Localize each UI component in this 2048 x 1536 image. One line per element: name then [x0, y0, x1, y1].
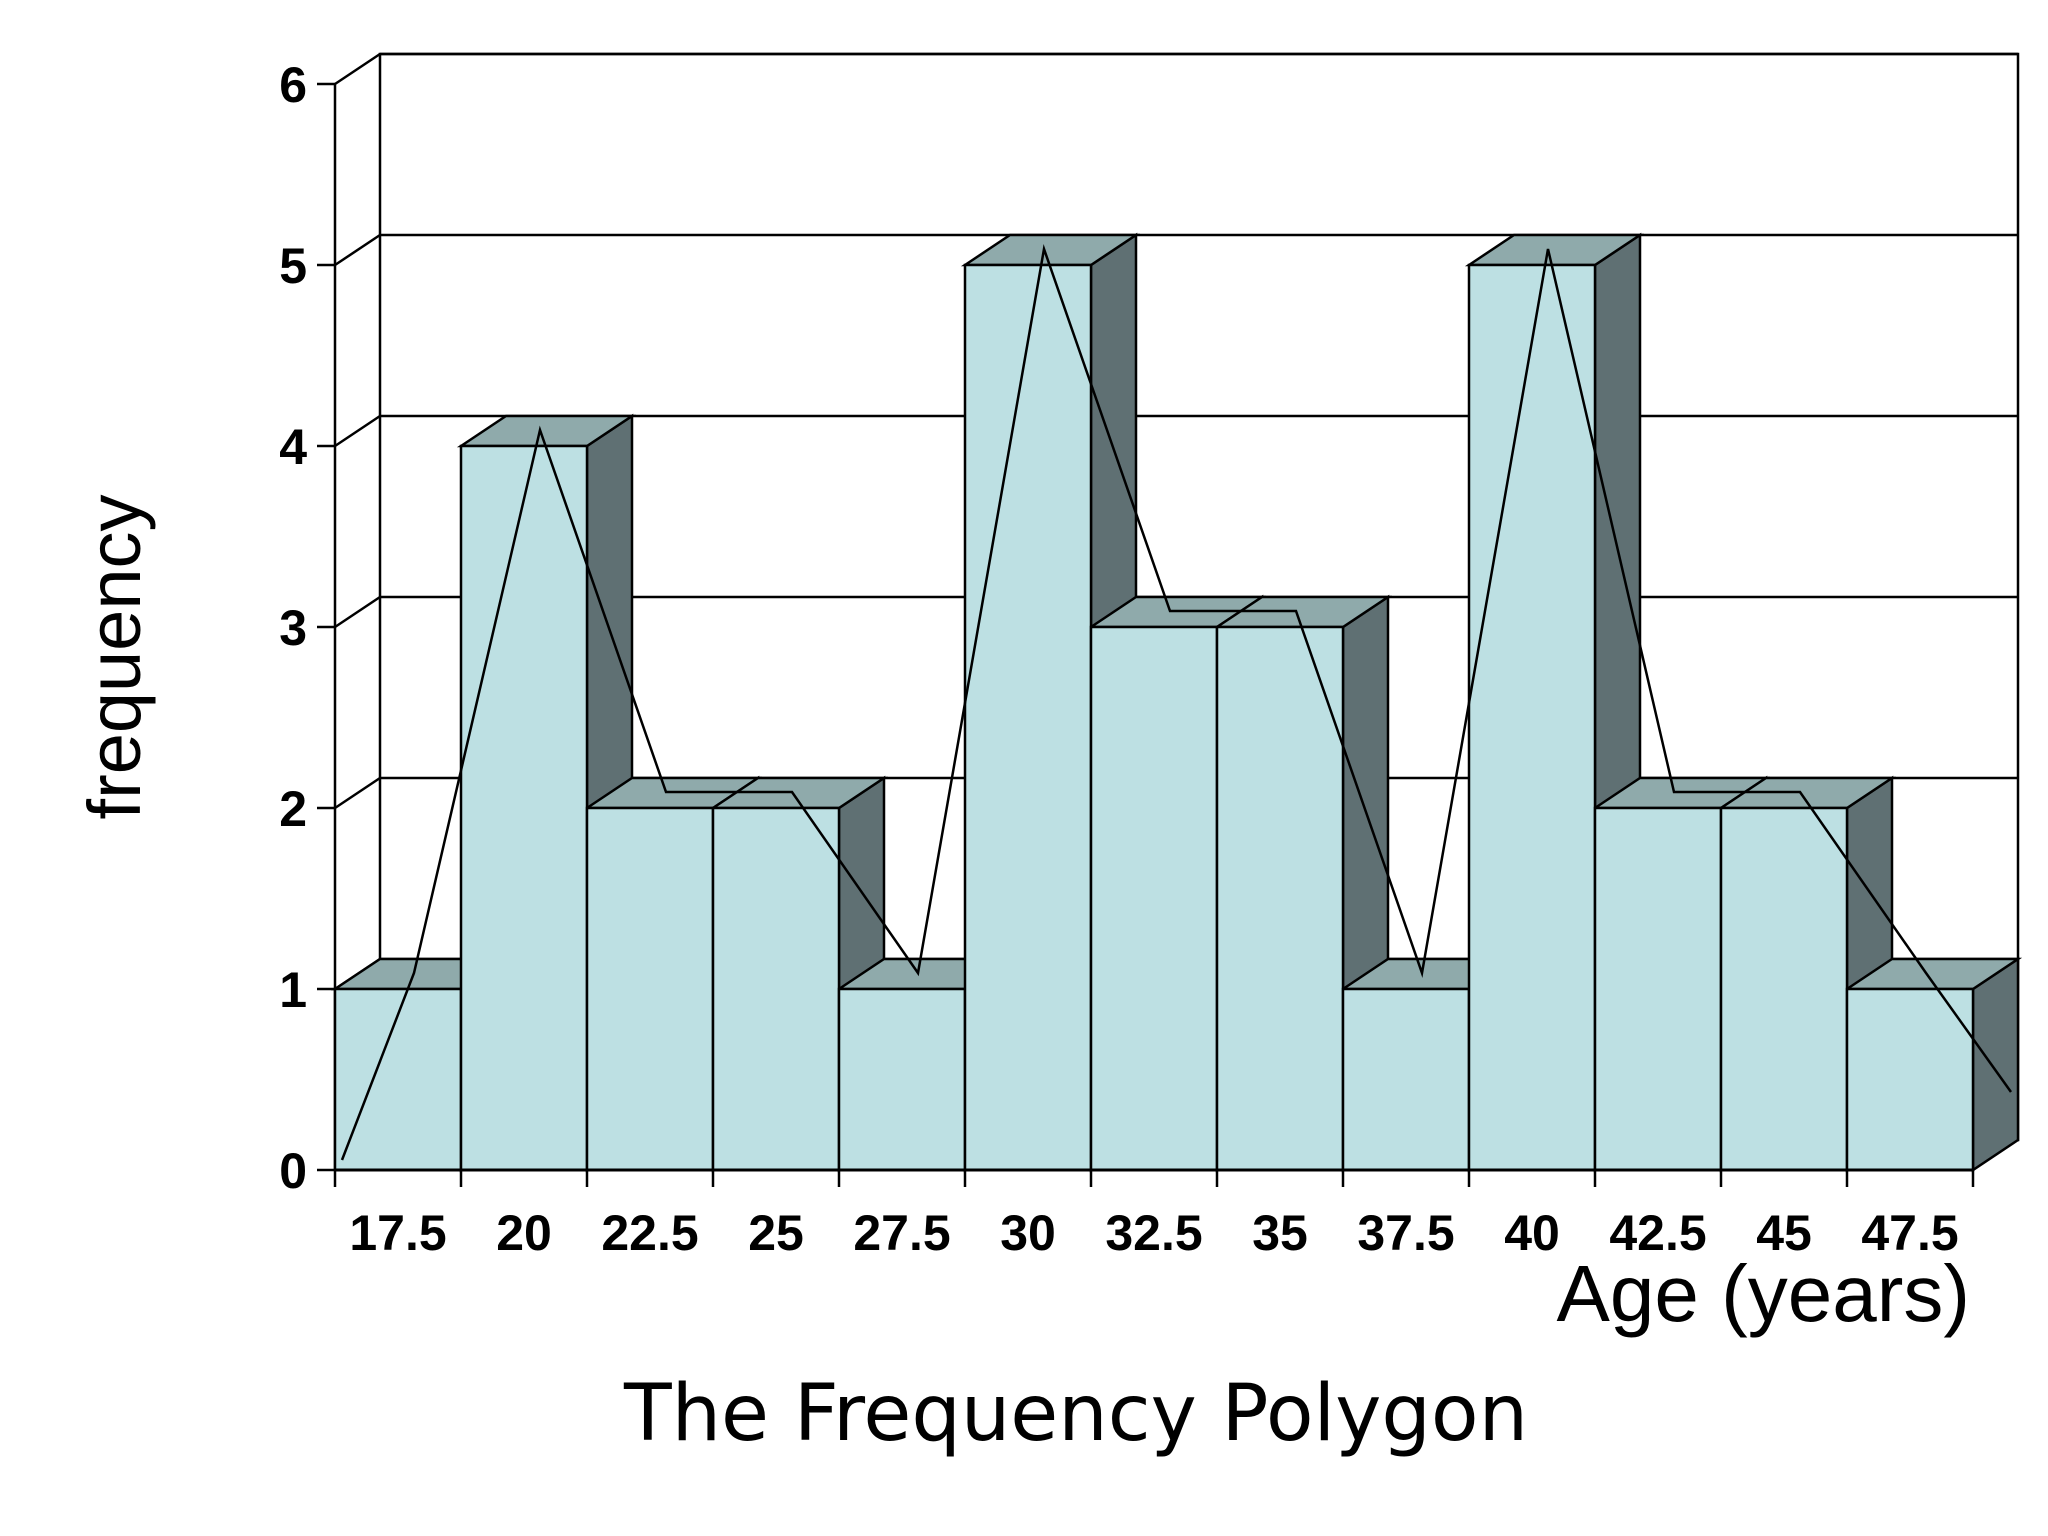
side-wall-gridline — [334, 776, 381, 810]
x-tick-label: 25 — [748, 1205, 804, 1261]
x-tick-label: 32.5 — [1105, 1205, 1202, 1261]
x-tick-label: 45 — [1756, 1205, 1812, 1261]
frequency-polygon — [340, 244, 2013, 1161]
bar-front-face — [1593, 806, 1723, 1172]
y-tick-label: 6 — [279, 57, 307, 113]
bar-front-face — [333, 987, 463, 1172]
bar-front-face — [837, 987, 967, 1172]
y-tick-label: 5 — [279, 238, 307, 294]
x-tick-label: 47.5 — [1861, 1205, 1958, 1261]
side-wall-gridline — [334, 233, 381, 267]
y-tick-label: 3 — [279, 600, 307, 656]
bar-front-face — [585, 806, 715, 1172]
chart-title: The Frequency Polygon — [623, 1369, 1528, 1459]
side-wall-gridline — [334, 595, 381, 629]
bar-side-face — [1971, 956, 2020, 1173]
bar-front-face — [1089, 625, 1219, 1172]
x-axis-label: Age (years) — [1557, 1249, 1970, 1338]
bar-front-face — [1341, 987, 1471, 1172]
bar-front-face — [1845, 987, 1975, 1172]
side-wall-gridline — [334, 52, 381, 86]
histogram-bar — [1842, 956, 2023, 1173]
side-wall-gridline — [334, 414, 381, 448]
bar-front-face — [1215, 625, 1345, 1172]
y-tick-label: 4 — [279, 419, 307, 475]
x-tick-label: 27.5 — [853, 1205, 950, 1261]
bar-front-face — [1467, 263, 1597, 1172]
x-tick-label: 20 — [496, 1205, 552, 1261]
bar-front-face — [963, 263, 1093, 1172]
x-tick-label: 17.5 — [349, 1205, 446, 1261]
bar-front-face — [1719, 806, 1849, 1172]
y-tick-label: 2 — [279, 781, 307, 837]
x-tick-label: 40 — [1504, 1205, 1560, 1261]
bar-front-face — [711, 806, 841, 1172]
x-tick-label: 35 — [1252, 1205, 1308, 1261]
frequency-polygon-line — [340, 244, 2013, 1161]
x-tick-label: 30 — [1000, 1205, 1056, 1261]
x-tick-label: 22.5 — [601, 1205, 698, 1261]
histogram-bars — [330, 232, 2023, 1173]
y-tick-label: 0 — [279, 1143, 307, 1199]
y-tick-label: 1 — [279, 962, 307, 1018]
bar-front-face — [459, 444, 589, 1172]
y-axis-label: frequency — [73, 495, 156, 820]
x-tick-label: 42.5 — [1609, 1205, 1706, 1261]
x-tick-label: 37.5 — [1357, 1205, 1454, 1261]
